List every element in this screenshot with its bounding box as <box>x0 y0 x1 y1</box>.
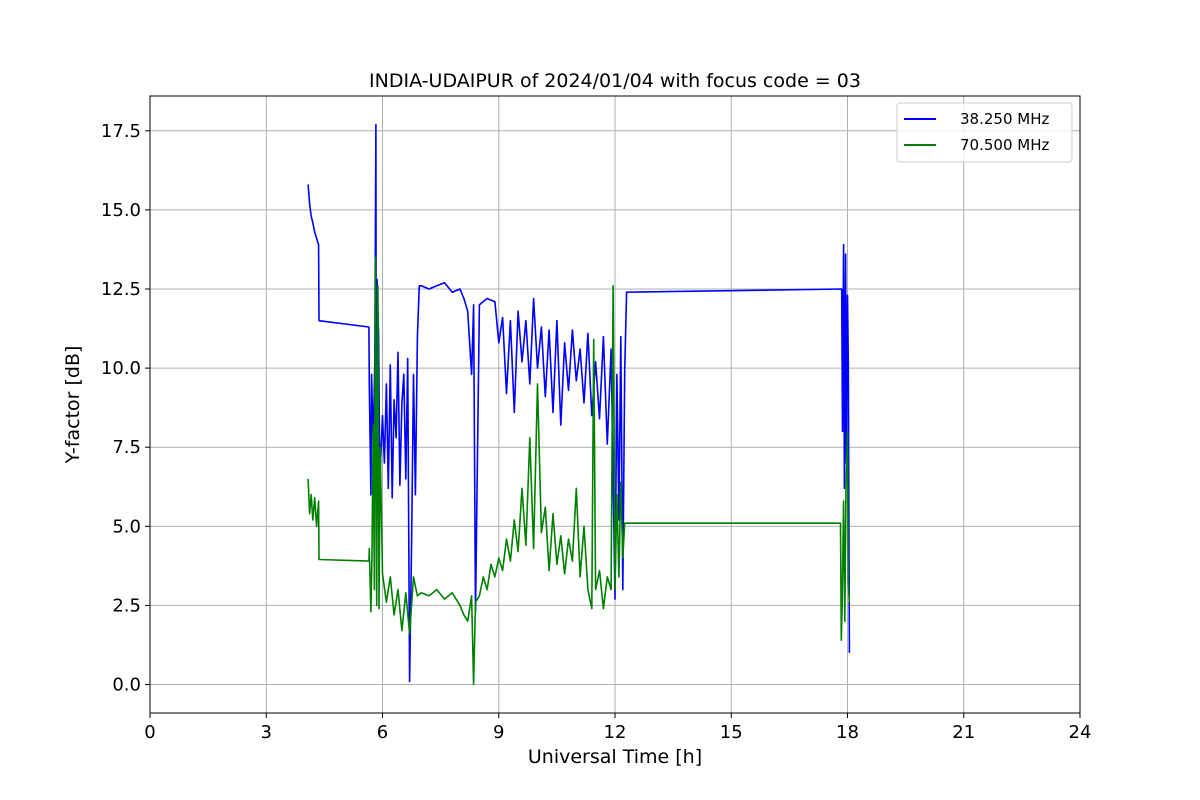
x-axis-title: Universal Time [h] <box>528 746 702 768</box>
y-tick-label: 10.0 <box>101 358 141 379</box>
x-tick-label: 12 <box>604 722 627 743</box>
y-tick-label: 0.0 <box>112 675 141 696</box>
series-layer <box>307 123 851 686</box>
x-tick-label: 6 <box>377 722 388 743</box>
legend-label: 70.500 MHz <box>960 136 1049 154</box>
legend-box <box>896 102 1073 163</box>
y-tick-label: 7.5 <box>112 437 141 458</box>
x-tick-label: 3 <box>261 722 272 743</box>
x-tick-label: 15 <box>720 722 743 743</box>
x-tick-label: 24 <box>1069 722 1092 743</box>
series-line-70-500-mhz <box>307 256 851 686</box>
legend: 38.250 MHz 70.500 MHz <box>896 102 1073 163</box>
x-axis: 0 3 6 9 12 15 18 21 24 <box>144 713 1091 743</box>
x-tick-label: 18 <box>836 722 859 743</box>
x-tick-label: 0 <box>144 722 155 743</box>
y-tick-label: 15.0 <box>101 200 141 221</box>
chart-title: INDIA-UDAIPUR of 2024/01/04 with focus c… <box>369 70 861 92</box>
y-axis-title: Y-factor [dB] <box>62 346 84 465</box>
y-tick-label: 5.0 <box>112 516 141 537</box>
x-tick-label: 21 <box>952 722 975 743</box>
legend-label: 38.250 MHz <box>960 110 1049 128</box>
y-axis: 0.0 2.5 5.0 7.5 10.0 12.5 15.0 17.5 <box>101 121 150 696</box>
y-tick-label: 2.5 <box>112 595 141 616</box>
x-tick-label: 9 <box>493 722 504 743</box>
y-tick-label: 12.5 <box>101 279 141 300</box>
y-tick-label: 17.5 <box>101 121 141 142</box>
